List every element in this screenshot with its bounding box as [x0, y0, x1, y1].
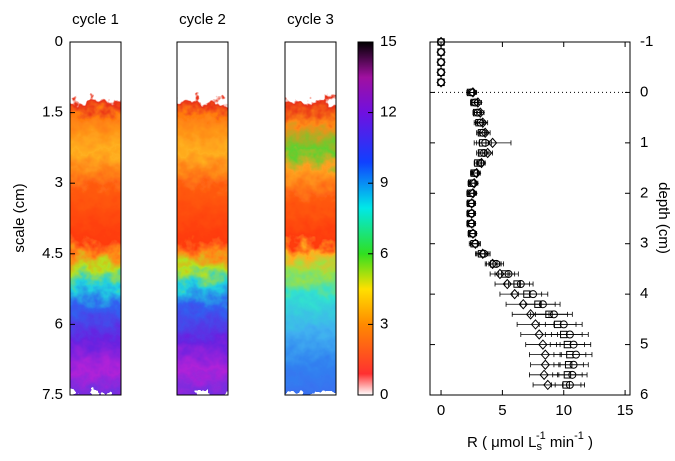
x-label-part: R ( μmol L: [467, 434, 537, 451]
image-cycle-1: [70, 42, 121, 395]
y-tick-label: 5: [640, 336, 648, 353]
x-label-part: ): [584, 434, 593, 451]
diamond-marker: [483, 147, 493, 159]
x-label-part: -1: [536, 430, 546, 442]
diamond-marker: [436, 56, 446, 68]
x-tick-label: 0: [437, 402, 445, 419]
diamond-marker: [436, 36, 446, 48]
diamond-marker: [543, 379, 553, 391]
diamond-marker: [540, 349, 551, 360]
diamond-marker: [467, 208, 477, 219]
scale-tick-label: 6: [55, 315, 63, 332]
scale-tick-label: 1.5: [42, 104, 63, 121]
circle-marker: [568, 370, 577, 379]
diamond-marker: [525, 309, 536, 320]
diamond-marker: [470, 238, 481, 249]
x-label-part: -1: [574, 430, 584, 442]
x-tick-label: 5: [498, 402, 506, 419]
panel-title: cycle 1: [72, 11, 119, 28]
diamond-marker: [478, 248, 488, 260]
diamond-marker: [478, 117, 488, 128]
diamond-marker: [468, 228, 478, 239]
colorbar-tick-label: 6: [380, 245, 388, 262]
diamond-marker: [534, 329, 544, 340]
diamond-marker: [471, 167, 482, 179]
diamond-marker: [538, 339, 548, 350]
diamond-marker: [469, 177, 479, 189]
circle-marker: [549, 310, 558, 319]
x-tick-label: 15: [617, 402, 634, 419]
colorbar-tick-label: 12: [380, 104, 397, 121]
scale-label: scale (cm): [11, 183, 28, 252]
panel-title: cycle 2: [179, 11, 226, 28]
circle-marker: [565, 380, 574, 389]
diamond-marker: [476, 157, 487, 169]
diamond-marker: [436, 46, 446, 58]
y-tick-label: 2: [640, 184, 648, 201]
image-frame: [284, 41, 337, 396]
diamond-marker: [487, 258, 498, 270]
scale-tick-label: 3: [55, 174, 63, 191]
circle-marker: [572, 350, 581, 359]
diamond-marker: [539, 369, 549, 381]
circle-marker: [569, 360, 578, 369]
diamond-marker: [473, 97, 483, 108]
diamond-marker: [502, 278, 512, 290]
diamond-marker: [480, 127, 490, 139]
x-tick-label: 10: [555, 402, 572, 419]
scale-tick-label: 4.5: [42, 245, 63, 262]
image-cycle-3: [285, 42, 336, 395]
scale-tick-label: 0: [55, 33, 63, 50]
plot-frame: [429, 41, 631, 396]
diamond-marker: [530, 319, 541, 330]
x-label-part: s: [536, 441, 542, 453]
x-label-part: min: [546, 434, 574, 451]
diamond-marker: [468, 188, 478, 199]
circle-marker: [565, 330, 574, 339]
circle-marker: [569, 340, 578, 349]
image-frame: [69, 41, 122, 396]
diamond-marker: [509, 288, 520, 300]
scale-tick-label: 7.5: [42, 386, 63, 403]
y-tick-label: 1: [640, 134, 648, 151]
colorbar-tick-label: 15: [380, 33, 397, 50]
x-axis-label: R ( μmol Ls-1 min-1 ): [467, 430, 593, 453]
panel-title: cycle 3: [287, 11, 334, 28]
diamond-marker: [540, 359, 551, 370]
y-tick-label: 3: [640, 235, 648, 252]
diamond-marker: [436, 67, 446, 78]
y-tick-label: -1: [640, 33, 653, 50]
diamond-marker: [468, 87, 478, 98]
diamond-marker: [436, 77, 446, 88]
diamond-marker: [467, 198, 477, 209]
colorbar-tick-label: 0: [380, 386, 388, 403]
image-cycle-2: [177, 42, 228, 395]
diamond-marker: [467, 218, 477, 229]
circle-marker: [559, 320, 568, 329]
diamond-marker: [495, 268, 505, 280]
y-tick-label: 4: [640, 285, 648, 302]
colorbar-tick-label: 3: [380, 315, 388, 332]
diamond-marker: [475, 107, 485, 118]
diamond-marker: [518, 298, 528, 310]
y-tick-label: 6: [640, 386, 648, 403]
y-tick-label: 0: [640, 83, 648, 100]
colorbar-tick-label: 9: [380, 174, 388, 191]
depth-label: depth (cm): [655, 182, 672, 254]
diamond-marker: [487, 137, 498, 149]
image-frame: [176, 41, 229, 396]
colorbar: [357, 41, 374, 396]
